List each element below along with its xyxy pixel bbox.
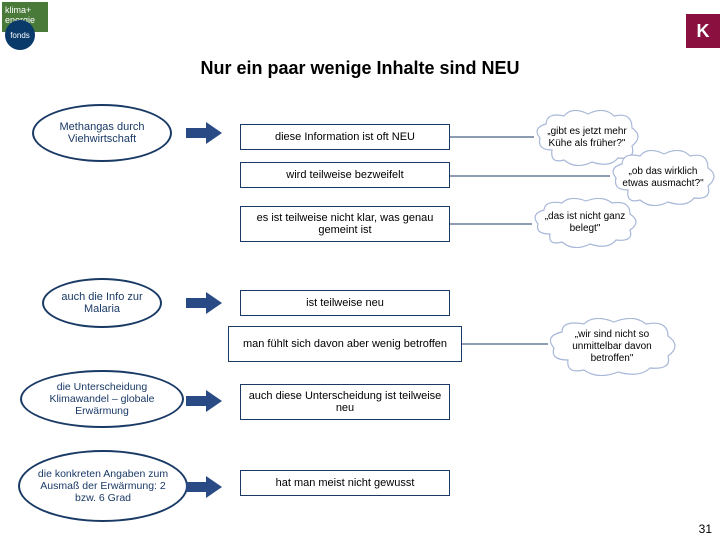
info-box: man fühlt sich davon aber wenig betroffe… — [228, 326, 462, 362]
arrow-icon — [186, 390, 222, 412]
topic-ellipse-methane: Methangas durch Viehwirtschaft — [32, 104, 172, 162]
page-title: Nur ein paar wenige Inhalte sind NEU — [0, 58, 720, 79]
thought-cloud: „das ist nicht ganz belegt" — [530, 198, 640, 248]
info-box: hat man meist nicht gewusst — [240, 470, 450, 496]
page-number: 31 — [699, 522, 712, 536]
info-box: diese Information ist oft NEU — [240, 124, 450, 150]
logo-text-circle: fonds — [5, 20, 35, 50]
info-box: ist teilweise neu — [240, 290, 450, 316]
thought-cloud: „wir sind nicht so unmittelbar davon bet… — [544, 318, 680, 376]
topic-ellipse-malaria: auch die Info zur Malaria — [42, 278, 162, 328]
arrow-icon — [186, 292, 222, 314]
logo-k: K — [686, 14, 720, 48]
logo-klima-energie: klima+energie fonds — [2, 2, 52, 50]
info-box: wird teilweise bezweifelt — [240, 162, 450, 188]
topic-ellipse-degrees: die konkreten Angaben zum Ausmaß der Erw… — [18, 450, 188, 522]
arrow-icon — [186, 122, 222, 144]
info-box: es ist teilweise nicht klar, was genau g… — [240, 206, 450, 242]
info-box: auch diese Unterscheidung ist teilweise … — [240, 384, 450, 420]
topic-ellipse-distinction: die Unterscheidung Klimawandel – globale… — [20, 370, 184, 428]
arrow-icon — [186, 476, 222, 498]
